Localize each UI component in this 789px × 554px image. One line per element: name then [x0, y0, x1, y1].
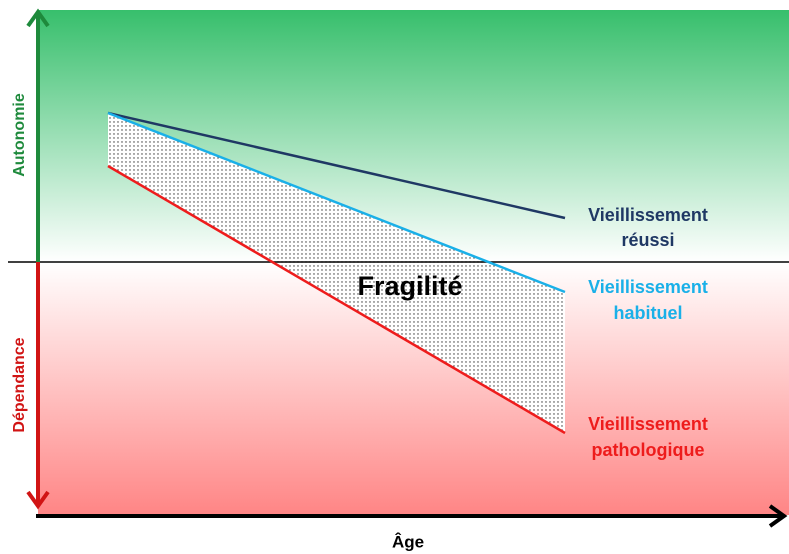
y-upper-label: Autonomie [11, 93, 28, 177]
curve-label: Vieillissement [588, 205, 708, 225]
curve-successful [107, 111, 566, 220]
x-label: Âge [392, 532, 424, 551]
curve-pathological [107, 164, 566, 435]
curve-label: réussi [621, 230, 674, 250]
y-lower-label: Dépendance [11, 337, 28, 432]
fragility-area [108, 113, 565, 433]
curve-label: habituel [613, 303, 682, 323]
zone-label: Fragilité [357, 271, 462, 301]
arrow-right [768, 504, 788, 528]
curve-label: Vieillissement [588, 277, 708, 297]
arrow-down [26, 490, 50, 510]
curve-usual [107, 111, 566, 294]
curve-label: Vieillissement [588, 414, 708, 434]
arrow-up [26, 8, 50, 28]
curve-label: pathologique [592, 440, 705, 460]
